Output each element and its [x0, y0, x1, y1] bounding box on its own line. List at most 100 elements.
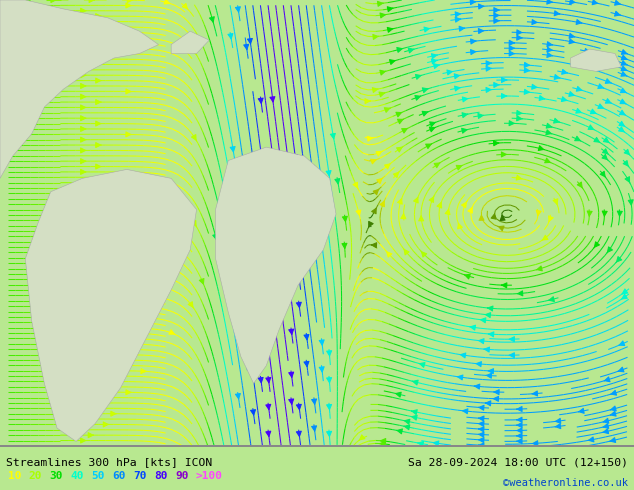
FancyArrowPatch shape	[296, 404, 301, 410]
FancyArrowPatch shape	[547, 42, 553, 47]
FancyArrowPatch shape	[319, 340, 324, 345]
FancyArrowPatch shape	[404, 419, 410, 424]
FancyArrowPatch shape	[569, 33, 575, 38]
FancyArrowPatch shape	[592, 0, 598, 5]
FancyArrowPatch shape	[425, 144, 432, 148]
FancyArrowPatch shape	[576, 86, 582, 91]
FancyArrowPatch shape	[610, 438, 616, 442]
Text: Streamlines 300 hPa [kts] ICON: Streamlines 300 hPa [kts] ICON	[6, 457, 212, 467]
FancyArrowPatch shape	[415, 74, 422, 79]
FancyArrowPatch shape	[96, 271, 101, 276]
FancyArrowPatch shape	[462, 97, 468, 102]
FancyArrowPatch shape	[81, 94, 86, 99]
FancyArrowPatch shape	[380, 70, 385, 75]
FancyArrowPatch shape	[447, 70, 453, 75]
FancyArrowPatch shape	[431, 59, 437, 64]
FancyArrowPatch shape	[509, 51, 515, 56]
FancyArrowPatch shape	[209, 17, 214, 22]
FancyArrowPatch shape	[454, 74, 460, 79]
Text: ©weatheronline.co.uk: ©weatheronline.co.uk	[503, 478, 628, 488]
FancyArrowPatch shape	[235, 7, 240, 12]
FancyArrowPatch shape	[418, 216, 424, 221]
FancyArrowPatch shape	[81, 416, 86, 421]
FancyArrowPatch shape	[81, 148, 86, 153]
FancyArrowPatch shape	[605, 98, 611, 103]
FancyArrowPatch shape	[584, 59, 590, 64]
FancyArrowPatch shape	[235, 393, 240, 399]
Text: Sa 28-09-2024 18:00 UTC (12+150): Sa 28-09-2024 18:00 UTC (12+150)	[408, 457, 628, 467]
FancyArrowPatch shape	[373, 189, 379, 195]
FancyArrowPatch shape	[401, 214, 406, 219]
FancyArrowPatch shape	[587, 211, 592, 216]
FancyArrowPatch shape	[169, 330, 175, 335]
FancyArrowPatch shape	[484, 347, 489, 352]
FancyArrowPatch shape	[605, 79, 611, 83]
FancyArrowPatch shape	[553, 199, 558, 204]
FancyArrowPatch shape	[365, 98, 370, 103]
FancyArrowPatch shape	[432, 54, 437, 59]
FancyArrowPatch shape	[457, 375, 463, 380]
FancyArrowPatch shape	[462, 113, 468, 118]
Text: 70: 70	[133, 471, 146, 481]
FancyArrowPatch shape	[249, 218, 254, 223]
FancyArrowPatch shape	[326, 171, 331, 176]
FancyArrowPatch shape	[548, 296, 554, 301]
FancyArrowPatch shape	[509, 337, 514, 342]
FancyArrowPatch shape	[141, 368, 146, 373]
FancyArrowPatch shape	[96, 14, 101, 19]
FancyArrowPatch shape	[327, 431, 332, 437]
FancyArrowPatch shape	[462, 201, 467, 208]
FancyArrowPatch shape	[258, 377, 263, 383]
FancyArrowPatch shape	[622, 289, 628, 294]
FancyArrowPatch shape	[479, 438, 484, 442]
FancyArrowPatch shape	[460, 353, 466, 358]
FancyArrowPatch shape	[555, 418, 560, 423]
FancyArrowPatch shape	[611, 391, 616, 395]
FancyArrowPatch shape	[517, 422, 522, 428]
FancyArrowPatch shape	[470, 49, 476, 54]
FancyArrowPatch shape	[243, 356, 248, 361]
FancyArrowPatch shape	[516, 175, 522, 180]
FancyArrowPatch shape	[445, 209, 450, 215]
FancyArrowPatch shape	[81, 342, 86, 346]
FancyArrowPatch shape	[494, 13, 500, 18]
FancyArrowPatch shape	[408, 48, 414, 53]
FancyArrowPatch shape	[81, 212, 86, 218]
FancyArrowPatch shape	[532, 391, 538, 396]
FancyArrowPatch shape	[470, 39, 476, 44]
FancyArrowPatch shape	[611, 406, 616, 411]
FancyArrowPatch shape	[494, 390, 499, 394]
FancyArrowPatch shape	[81, 406, 86, 411]
FancyArrowPatch shape	[585, 49, 590, 53]
FancyArrowPatch shape	[368, 221, 373, 227]
FancyArrowPatch shape	[478, 114, 484, 119]
FancyArrowPatch shape	[96, 143, 101, 147]
FancyArrowPatch shape	[81, 137, 86, 142]
FancyArrowPatch shape	[288, 399, 294, 404]
FancyArrowPatch shape	[624, 149, 630, 155]
FancyArrowPatch shape	[81, 427, 86, 432]
FancyArrowPatch shape	[621, 88, 626, 93]
FancyArrowPatch shape	[81, 202, 86, 207]
FancyArrowPatch shape	[501, 283, 507, 288]
FancyArrowPatch shape	[259, 218, 263, 223]
FancyArrowPatch shape	[359, 435, 365, 441]
Text: 20: 20	[29, 471, 42, 481]
FancyArrowPatch shape	[199, 278, 204, 284]
FancyArrowPatch shape	[628, 200, 633, 205]
FancyArrowPatch shape	[380, 441, 385, 446]
FancyArrowPatch shape	[397, 429, 403, 434]
FancyArrowPatch shape	[96, 250, 101, 255]
FancyArrowPatch shape	[126, 218, 131, 223]
FancyArrowPatch shape	[479, 28, 484, 33]
FancyArrowPatch shape	[266, 157, 271, 163]
FancyArrowPatch shape	[81, 266, 86, 271]
FancyArrowPatch shape	[376, 151, 382, 156]
FancyArrowPatch shape	[387, 7, 393, 12]
FancyArrowPatch shape	[588, 437, 594, 442]
FancyArrowPatch shape	[437, 202, 442, 208]
FancyArrowPatch shape	[81, 62, 86, 67]
FancyArrowPatch shape	[533, 441, 538, 446]
FancyArrowPatch shape	[389, 60, 396, 64]
FancyArrowPatch shape	[532, 20, 538, 25]
